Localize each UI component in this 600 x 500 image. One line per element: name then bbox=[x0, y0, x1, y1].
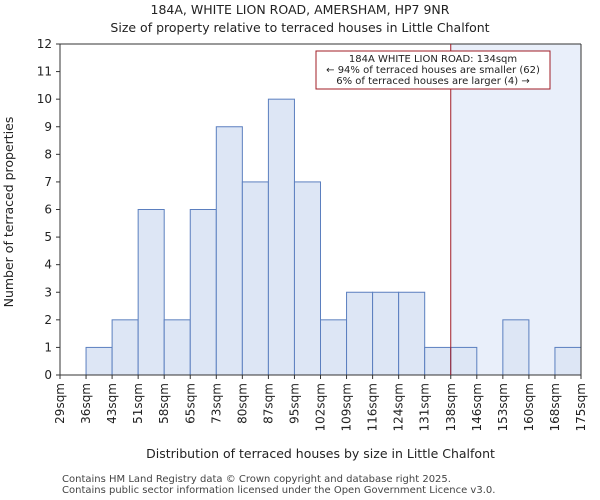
bar bbox=[554, 346, 582, 376]
bar bbox=[163, 319, 191, 376]
x-tick-label: 124sqm bbox=[392, 383, 406, 431]
x-tick-label: 80sqm bbox=[235, 383, 249, 424]
y-tick-label: 10 bbox=[37, 92, 52, 106]
chart-subtitle: Size of property relative to terraced ho… bbox=[110, 20, 490, 35]
y-tick-label: 5 bbox=[44, 230, 52, 244]
bar bbox=[450, 346, 478, 376]
bar bbox=[346, 291, 374, 376]
x-tick-label: 29sqm bbox=[53, 383, 67, 424]
x-tick-label: 102sqm bbox=[314, 383, 328, 431]
footer-line-1: Contains HM Land Registry data © Crown c… bbox=[62, 474, 451, 485]
y-tick-label: 11 bbox=[37, 65, 52, 79]
y-tick-label: 9 bbox=[44, 120, 52, 134]
x-axis-label: Distribution of terraced houses by size … bbox=[146, 446, 495, 461]
x-tick-label: 36sqm bbox=[79, 383, 93, 424]
x-tick-label: 109sqm bbox=[340, 383, 354, 431]
x-tick-label: 87sqm bbox=[261, 383, 275, 424]
annotation-box bbox=[315, 50, 551, 90]
bar bbox=[424, 346, 452, 376]
x-tick-label: 95sqm bbox=[287, 383, 301, 424]
x-tick-label: 160sqm bbox=[522, 383, 536, 431]
bar bbox=[189, 209, 217, 376]
x-tick-label: 116sqm bbox=[366, 383, 380, 431]
bar bbox=[215, 126, 243, 376]
y-tick-label: 0 bbox=[44, 368, 52, 382]
y-tick-label: 3 bbox=[44, 285, 52, 299]
x-tick-label: 43sqm bbox=[105, 383, 119, 424]
bar bbox=[267, 98, 295, 376]
y-tick-label: 8 bbox=[44, 147, 52, 161]
bar bbox=[85, 346, 113, 376]
bar bbox=[320, 319, 348, 376]
x-tick-label: 175sqm bbox=[574, 383, 588, 431]
bar bbox=[502, 319, 530, 376]
x-tick-label: 65sqm bbox=[183, 383, 197, 424]
annotation-line-1: 184A WHITE LION ROAD: 134sqm bbox=[349, 54, 517, 65]
bar bbox=[137, 209, 165, 376]
x-tick-label: 138sqm bbox=[444, 383, 458, 431]
x-tick-label: 168sqm bbox=[548, 383, 562, 431]
x-tick-label: 131sqm bbox=[418, 383, 432, 431]
y-axis-label: Number of terraced properties bbox=[1, 117, 16, 308]
chart-title: 184A, WHITE LION ROAD, AMERSHAM, HP7 9NR bbox=[150, 2, 450, 17]
annotation-line-3: 6% of terraced houses are larger (4) → bbox=[336, 76, 530, 87]
bar bbox=[372, 291, 400, 376]
y-tick-label: 4 bbox=[44, 258, 52, 272]
y-tick-label: 1 bbox=[44, 340, 52, 354]
x-tick-label: 153sqm bbox=[496, 383, 510, 431]
x-tick-label: 146sqm bbox=[470, 383, 484, 431]
y-tick-label: 2 bbox=[44, 313, 52, 327]
y-tick-label: 6 bbox=[44, 203, 52, 217]
bar bbox=[241, 181, 269, 376]
annotation-line-2: ← 94% of terraced houses are smaller (62… bbox=[326, 65, 540, 76]
footer-line-2: Contains public sector information licen… bbox=[62, 485, 496, 496]
bar bbox=[111, 319, 139, 376]
x-tick-label: 51sqm bbox=[131, 383, 145, 424]
x-tick-label: 73sqm bbox=[209, 383, 223, 424]
y-tick-label: 7 bbox=[44, 175, 52, 189]
y-tick-label: 12 bbox=[37, 37, 52, 51]
bar bbox=[293, 181, 322, 376]
bar bbox=[398, 291, 426, 376]
x-tick-label: 58sqm bbox=[157, 383, 171, 424]
